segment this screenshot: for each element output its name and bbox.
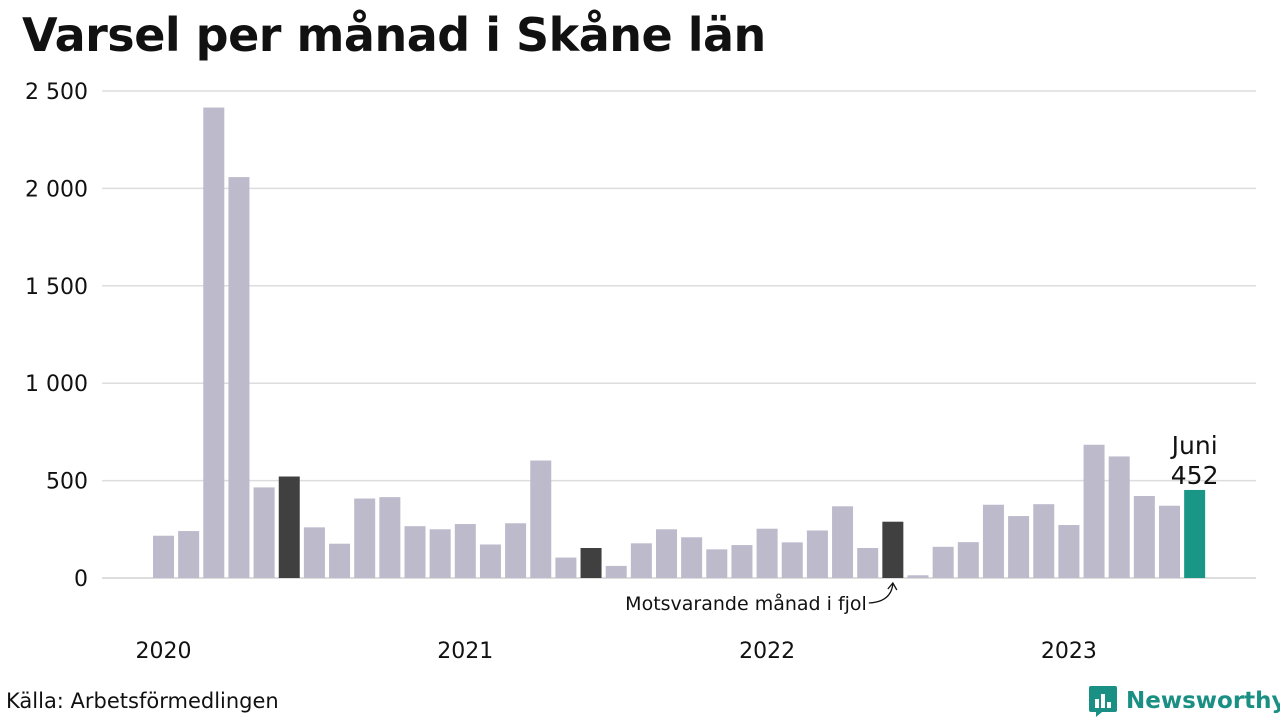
bar-2022-05 bbox=[857, 548, 879, 578]
y-tick-label: 2 000 bbox=[25, 177, 88, 202]
latest-value-label: 452 bbox=[1171, 461, 1219, 490]
x-tick-label: 2021 bbox=[437, 639, 493, 664]
bar-2021-07 bbox=[605, 565, 627, 578]
bar-2020-11 bbox=[404, 526, 426, 578]
bar-2022-02 bbox=[781, 542, 803, 578]
bar-2020-03 bbox=[203, 107, 225, 579]
chart-title: Varsel per månad i Skåne län bbox=[22, 8, 766, 62]
bar-2022-03 bbox=[806, 530, 828, 578]
brand-logo: Newsworthy bbox=[1088, 684, 1280, 718]
bar-2023-03 bbox=[1108, 456, 1130, 578]
bar-2020-02 bbox=[178, 531, 200, 578]
bar-2023-04 bbox=[1133, 495, 1155, 578]
bars bbox=[153, 107, 1206, 579]
bar-2022-12 bbox=[1033, 504, 1055, 578]
x-tick-label: 2022 bbox=[739, 639, 795, 664]
bar-2020-01 bbox=[153, 535, 174, 578]
x-axis-tick-labels: 2020 2021 2022 2023 bbox=[136, 639, 1097, 664]
annotation-arrow bbox=[868, 583, 894, 604]
bar-2022-09 bbox=[957, 542, 979, 578]
bar-2020-12 bbox=[429, 529, 451, 578]
bar-2020-04 bbox=[228, 177, 250, 578]
gridlines bbox=[102, 90, 1256, 579]
bar-2020-10 bbox=[379, 497, 401, 578]
bar-2023-05 bbox=[1159, 505, 1180, 578]
bar-2022-10 bbox=[982, 504, 1004, 578]
y-tick-label: 1 000 bbox=[25, 372, 88, 397]
bar-2022-11 bbox=[1008, 516, 1030, 578]
x-tick-label: 2020 bbox=[136, 639, 192, 664]
bar-2021-03 bbox=[505, 523, 527, 578]
bar-2022-08 bbox=[932, 546, 954, 578]
y-tick-label: 500 bbox=[46, 470, 88, 495]
source-note: Källa: Arbetsförmedlingen bbox=[6, 689, 279, 713]
bar-2021-04 bbox=[530, 460, 552, 578]
bar-2023-06 bbox=[1184, 489, 1206, 578]
bar-2021-11 bbox=[706, 549, 728, 578]
bar-2022-01 bbox=[756, 528, 778, 578]
y-tick-label: 1 500 bbox=[25, 275, 88, 300]
bar-2023-02 bbox=[1083, 444, 1105, 578]
annotations: Juni 452 Motsvarande månad i fjol bbox=[625, 431, 1218, 615]
bar-2020-07 bbox=[303, 527, 325, 578]
bar-2022-06 bbox=[882, 521, 904, 578]
bar-2021-05 bbox=[555, 557, 577, 578]
bar-2022-04 bbox=[832, 506, 854, 578]
bar-2021-06 bbox=[580, 548, 602, 578]
y-tick-label: 0 bbox=[74, 567, 88, 592]
bar-chart-speech-bubble-icon bbox=[1089, 686, 1117, 717]
bar-2021-12 bbox=[731, 545, 753, 578]
annotation-arrowhead bbox=[887, 581, 898, 591]
latest-month-label: Juni bbox=[1170, 431, 1218, 460]
bar-2020-05 bbox=[253, 487, 275, 578]
prev-year-annotation: Motsvarande månad i fjol bbox=[625, 592, 867, 615]
x-tick-label: 2023 bbox=[1041, 639, 1097, 664]
bar-2021-08 bbox=[630, 543, 652, 578]
bar-2021-09 bbox=[656, 529, 677, 578]
bar-2021-01 bbox=[454, 524, 476, 578]
brand-name: Newsworthy bbox=[1126, 688, 1280, 714]
bar-2023-01 bbox=[1058, 525, 1080, 578]
y-tick-label: 2 500 bbox=[25, 80, 88, 105]
bar-2020-09 bbox=[354, 498, 376, 578]
bar-2021-10 bbox=[681, 537, 703, 578]
y-axis-tick-labels: 0 500 1 000 1 500 2 000 2 500 bbox=[25, 80, 88, 592]
bar-2020-08 bbox=[329, 543, 351, 578]
bar-2020-06 bbox=[278, 476, 300, 578]
bar-2021-02 bbox=[479, 544, 501, 578]
bar-2022-07 bbox=[907, 575, 929, 578]
